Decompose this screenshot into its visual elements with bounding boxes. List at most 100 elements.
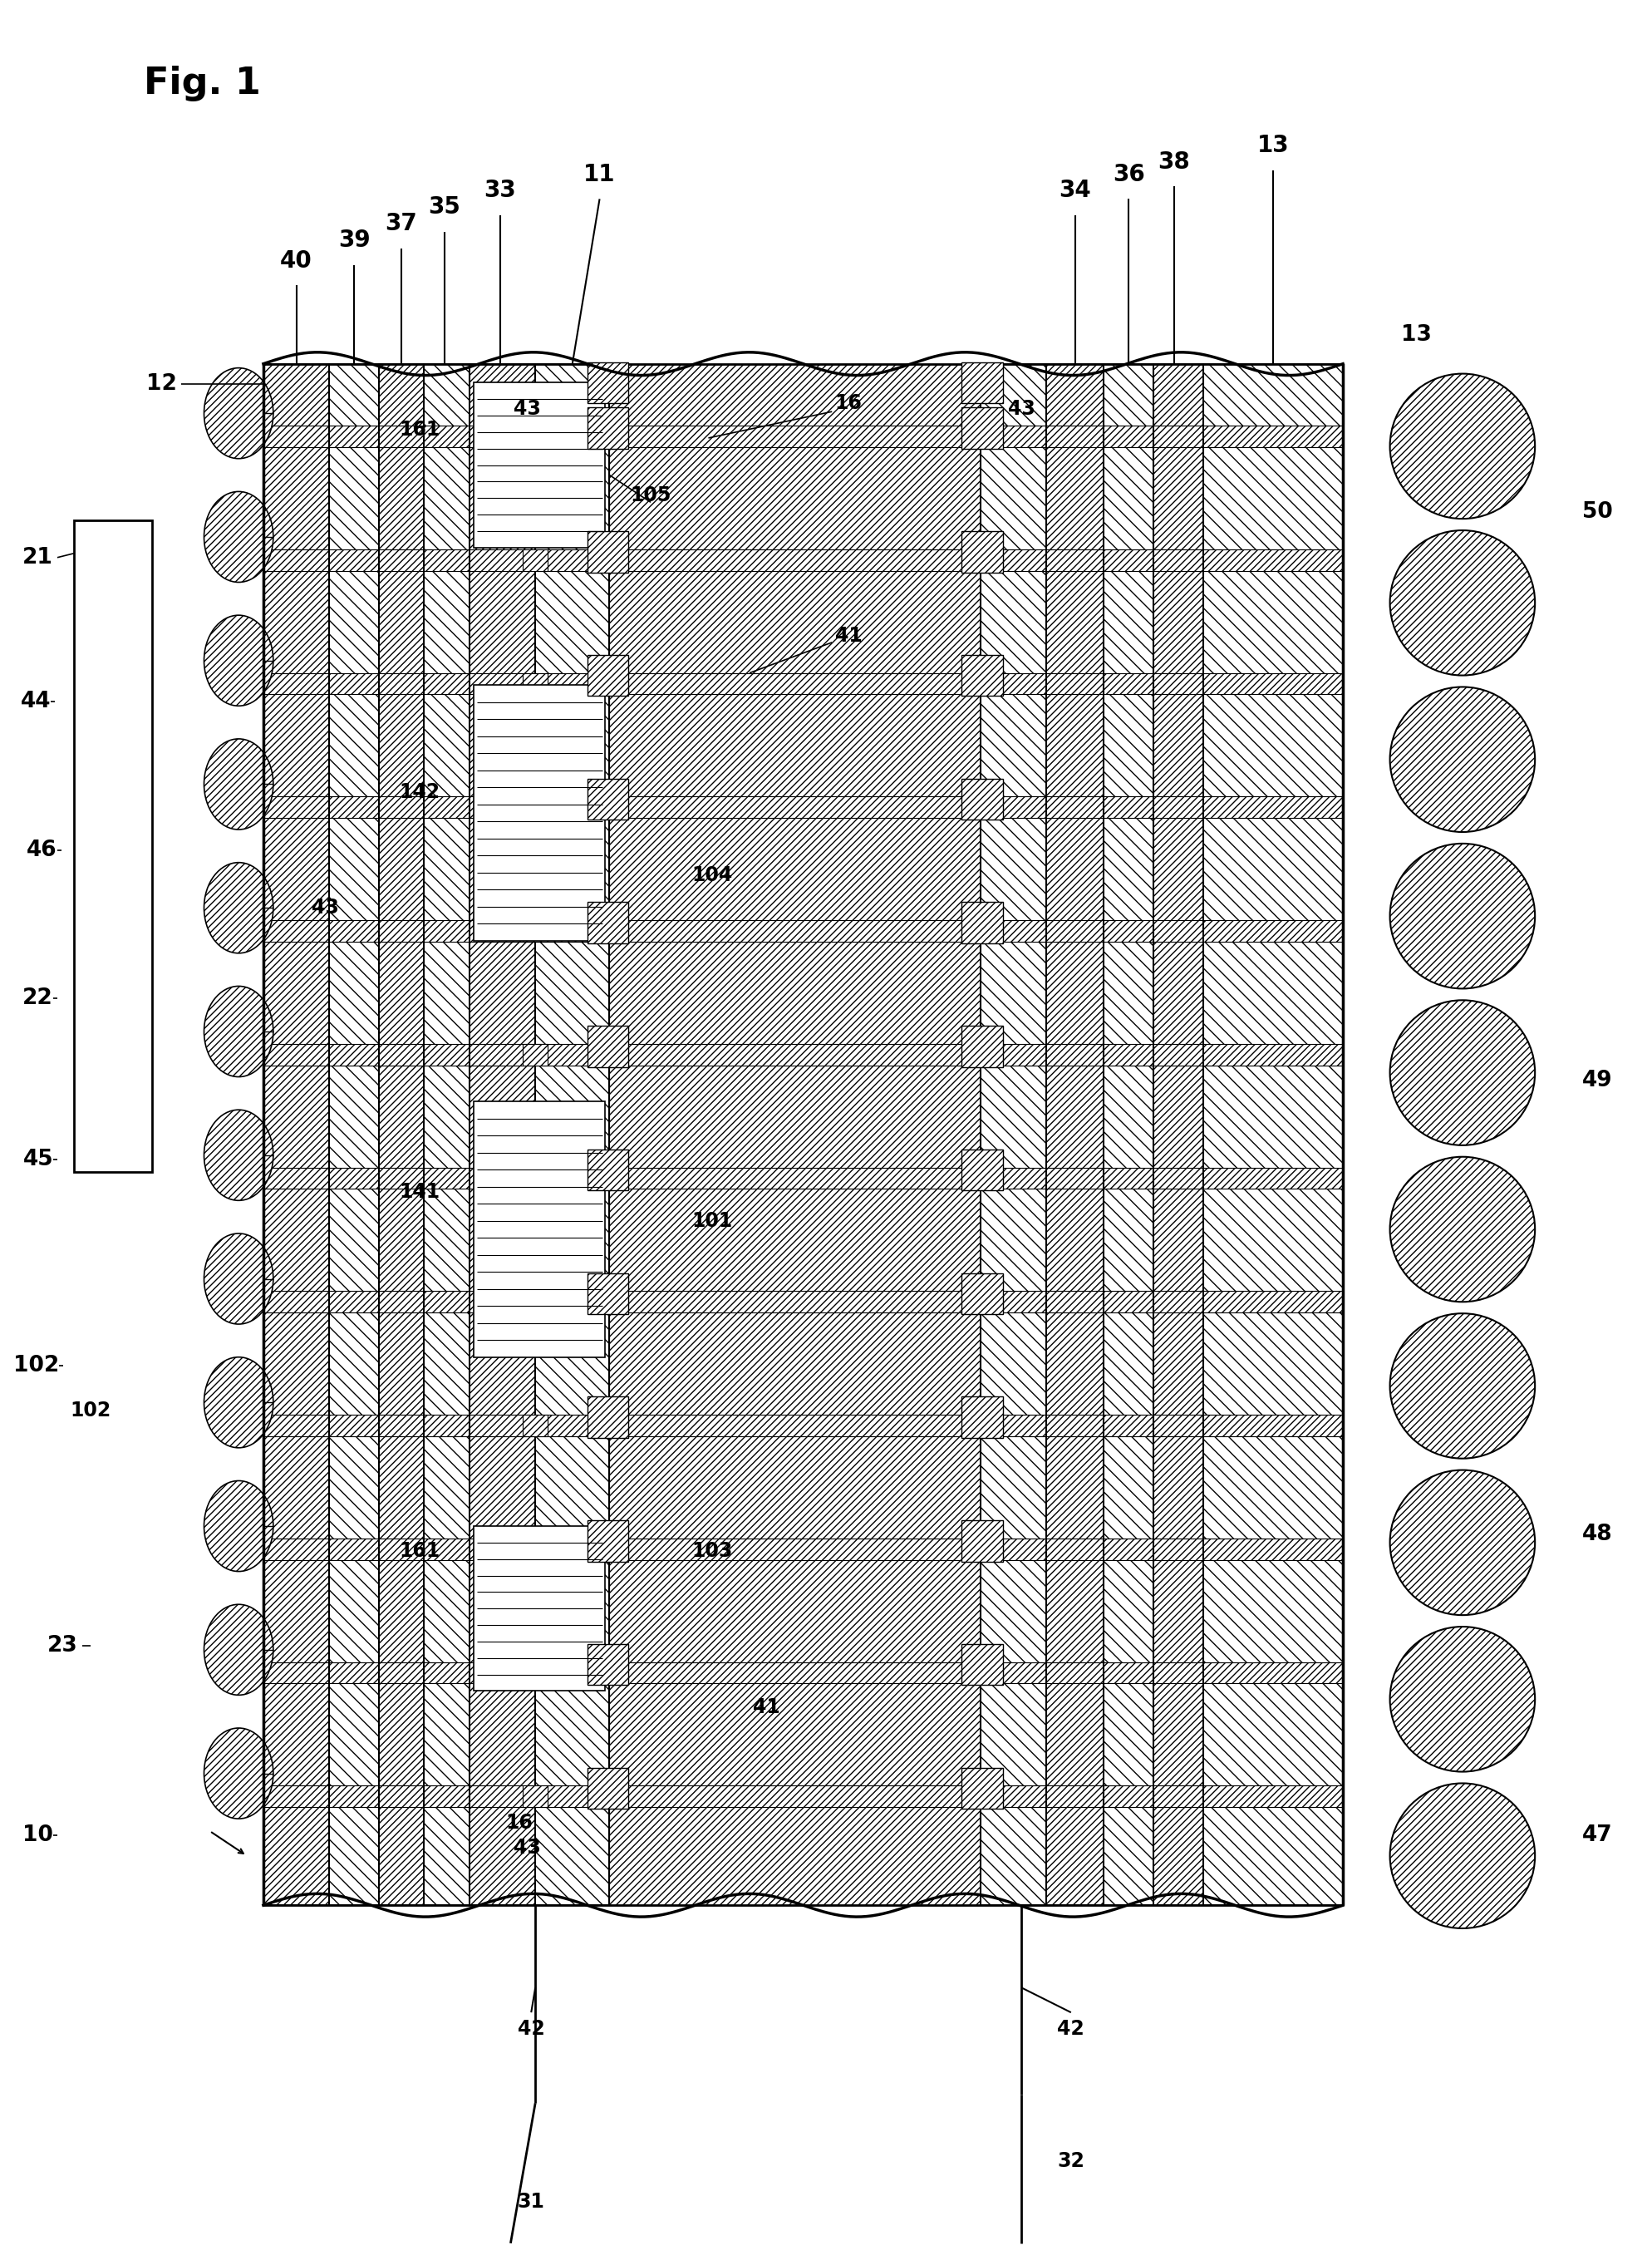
- Bar: [961, 1026, 1003, 1067]
- Bar: [961, 1521, 1003, 1562]
- Bar: [586, 362, 628, 402]
- Text: 37: 37: [385, 212, 416, 235]
- Ellipse shape: [203, 1234, 273, 1324]
- Text: 42: 42: [517, 2018, 545, 2039]
- Text: 141: 141: [400, 1182, 441, 1202]
- Circle shape: [1389, 1313, 1535, 1458]
- Bar: [263, 1661, 1343, 1684]
- Text: 21: 21: [23, 547, 53, 567]
- Ellipse shape: [203, 615, 273, 705]
- Bar: [263, 1785, 1343, 1808]
- Bar: [961, 1272, 1003, 1315]
- Text: 41: 41: [834, 626, 862, 646]
- Bar: [586, 1272, 628, 1315]
- Text: 22: 22: [23, 988, 53, 1010]
- Bar: [263, 1415, 1343, 1437]
- Ellipse shape: [203, 739, 273, 829]
- Bar: [474, 382, 605, 547]
- Bar: [524, 920, 548, 942]
- Bar: [961, 655, 1003, 696]
- Bar: [586, 1643, 628, 1686]
- Ellipse shape: [203, 985, 273, 1076]
- Bar: [968, 1661, 993, 1684]
- Bar: [961, 531, 1003, 572]
- Bar: [961, 777, 1003, 820]
- Bar: [263, 796, 1343, 818]
- Text: 49: 49: [1583, 1071, 1612, 1092]
- Circle shape: [1389, 1001, 1535, 1146]
- Bar: [961, 1397, 1003, 1437]
- Text: 103: 103: [692, 1541, 733, 1562]
- Text: 47: 47: [1583, 1824, 1612, 1846]
- Text: 11: 11: [583, 163, 616, 185]
- Bar: [586, 1026, 628, 1067]
- Text: 42: 42: [1057, 2018, 1085, 2039]
- Circle shape: [1389, 1469, 1535, 1616]
- Text: 10: 10: [23, 1824, 53, 1846]
- Text: 101: 101: [692, 1211, 733, 1232]
- Text: 33: 33: [484, 179, 515, 203]
- Ellipse shape: [203, 1356, 273, 1449]
- Bar: [968, 920, 993, 942]
- Text: 31: 31: [517, 2192, 545, 2213]
- Text: 39: 39: [339, 228, 370, 251]
- Bar: [263, 549, 1343, 572]
- Bar: [524, 425, 548, 447]
- Text: 161: 161: [400, 420, 441, 441]
- Bar: [524, 1415, 548, 1437]
- Bar: [586, 902, 628, 942]
- Bar: [968, 673, 993, 694]
- Text: 16: 16: [834, 393, 862, 414]
- Circle shape: [1389, 843, 1535, 988]
- Bar: [74, 520, 152, 1171]
- Bar: [980, 364, 1046, 1905]
- Text: 23: 23: [48, 1634, 78, 1657]
- Text: 43: 43: [1008, 400, 1036, 418]
- Circle shape: [1389, 1627, 1535, 1772]
- Text: 104: 104: [692, 866, 733, 886]
- Text: 43: 43: [514, 1837, 540, 1858]
- Bar: [524, 1661, 548, 1684]
- Text: 36: 36: [1112, 163, 1145, 185]
- Bar: [586, 777, 628, 820]
- Ellipse shape: [203, 1729, 273, 1819]
- Text: 35: 35: [428, 197, 461, 219]
- Ellipse shape: [203, 1480, 273, 1571]
- Text: 12: 12: [145, 373, 177, 396]
- Bar: [586, 407, 628, 450]
- Bar: [263, 364, 329, 1905]
- Ellipse shape: [203, 863, 273, 954]
- Bar: [524, 1290, 548, 1313]
- Bar: [968, 549, 993, 572]
- Bar: [961, 362, 1003, 402]
- Bar: [961, 902, 1003, 942]
- Bar: [968, 1415, 993, 1437]
- Bar: [263, 1168, 1343, 1189]
- Text: Fig. 1: Fig. 1: [144, 66, 261, 102]
- Circle shape: [1389, 1783, 1535, 1928]
- Bar: [961, 1150, 1003, 1191]
- Text: 46: 46: [26, 838, 58, 861]
- Bar: [586, 1150, 628, 1191]
- Text: 43: 43: [514, 400, 540, 418]
- Bar: [263, 673, 1343, 694]
- Bar: [535, 364, 610, 1905]
- Bar: [524, 1785, 548, 1808]
- Bar: [524, 1168, 548, 1189]
- Bar: [474, 685, 605, 940]
- Bar: [524, 1044, 548, 1064]
- Bar: [968, 1539, 993, 1559]
- Text: 13: 13: [1257, 133, 1289, 156]
- Bar: [968, 1290, 993, 1313]
- Bar: [378, 364, 425, 1905]
- Text: 48: 48: [1583, 1523, 1612, 1546]
- Text: 142: 142: [400, 782, 441, 802]
- Bar: [586, 1397, 628, 1437]
- Bar: [968, 425, 993, 447]
- Bar: [1153, 364, 1203, 1905]
- Bar: [961, 407, 1003, 450]
- Bar: [524, 1539, 548, 1559]
- Bar: [474, 1526, 605, 1690]
- Text: 38: 38: [1158, 149, 1189, 174]
- Ellipse shape: [203, 368, 273, 459]
